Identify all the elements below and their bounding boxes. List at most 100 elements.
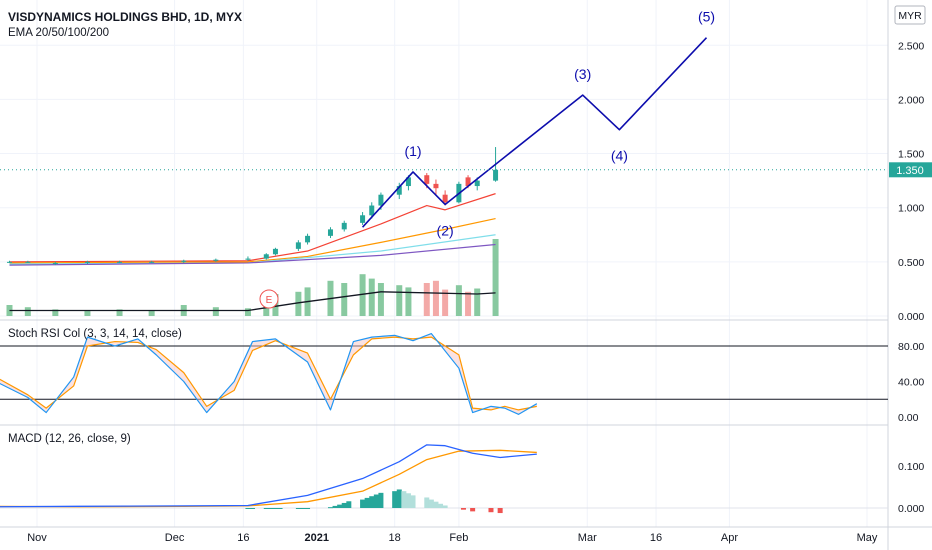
volume-bar [423, 283, 430, 316]
wave-label: (2) [437, 222, 454, 238]
macd-histogram-bar [346, 501, 352, 508]
stoch-d-line [0, 336, 537, 411]
time-tick-label: 2021 [304, 532, 328, 544]
candle-body [181, 260, 187, 262]
macd-histogram-bar [488, 508, 494, 513]
last-price-badge [889, 162, 932, 178]
price-tick-label: 0.000 [898, 311, 924, 323]
time-axis[interactable]: Nov Dec 16 2021 18 Feb Mar 16 Apr May [27, 532, 878, 544]
stoch-legend[interactable]: Stoch RSI Col (3, 3, 14, 14, close) [8, 328, 182, 340]
macd-histogram-bar [272, 508, 278, 509]
candle-body [6, 261, 12, 263]
time-tick-label: Apr [721, 532, 738, 544]
ema-line-2 [9, 217, 496, 264]
earnings-marker-icon[interactable] [259, 289, 279, 309]
macd-histogram-bar [401, 491, 407, 508]
price-tick-label: 2.000 [898, 94, 924, 106]
candle-body [305, 235, 311, 243]
time-tick-label: Mar [578, 532, 597, 544]
symbol-title[interactable]: VISDYNAMICS HOLDINGS BHD, 1D, MYX [8, 10, 242, 24]
price-tick-label: 1.000 [898, 203, 924, 215]
volume-bar [405, 287, 412, 316]
candle-body [52, 262, 58, 265]
macd-histogram-bar [470, 508, 476, 512]
volume-ma-line [9, 291, 496, 312]
volume-bar [432, 280, 439, 316]
time-tick-label: 16 [650, 532, 662, 544]
wave-label: (1) [404, 143, 421, 159]
macd-histogram-bar [300, 508, 306, 509]
candle-body [493, 169, 499, 181]
macd-histogram-bar [428, 499, 434, 508]
macd-histogram-bar [245, 508, 251, 509]
macd-histogram-bar [341, 502, 347, 508]
macd-histogram-bar [460, 508, 466, 510]
macd-histogram-bar [268, 508, 274, 509]
volume-bar [148, 310, 155, 316]
volume-bar [492, 239, 499, 316]
candle-body [396, 186, 402, 195]
currency-label: MYR [898, 10, 922, 22]
volume-bar [341, 283, 348, 316]
volume-bar [116, 309, 123, 316]
candle-body [465, 177, 471, 187]
macd-histogram-bar [295, 508, 301, 509]
macd-histogram-bar [364, 497, 370, 508]
candle-body [272, 248, 278, 255]
volume-bar [24, 307, 31, 316]
stoch-tick-label: 40.00 [898, 377, 924, 389]
stoch-tick-label: 80.00 [898, 341, 924, 353]
ema-line-4 [9, 243, 496, 266]
macd-histogram-bar [305, 508, 311, 509]
volume-ma-line [9, 291, 496, 312]
macd-histogram-bar [327, 507, 333, 509]
candle-body [378, 194, 384, 206]
macd-histogram-bar [433, 501, 439, 508]
macd-histogram-bar [369, 496, 375, 508]
currency-button[interactable] [894, 5, 926, 25]
time-tick-label: May [857, 532, 878, 544]
volume-bar [84, 310, 91, 316]
candlesticks [6, 147, 499, 266]
candle-body [117, 261, 123, 263]
stoch-tick-label: 0.00 [898, 412, 919, 424]
candle-body [405, 177, 411, 187]
volume-bar [52, 309, 59, 316]
time-tick-label: Nov [27, 532, 47, 544]
wave-label: (5) [698, 9, 715, 25]
candle-body [474, 180, 480, 187]
candle-body [424, 175, 430, 184]
last-price-label: 1.350 [896, 165, 924, 177]
elliott-wave-line [361, 37, 708, 228]
volume-bar [455, 285, 462, 316]
macd-histogram-bar [438, 503, 444, 508]
candle-body [327, 229, 333, 236]
volume-bar [442, 289, 449, 316]
time-tick-label: Feb [449, 532, 468, 544]
wave-label: (4) [611, 148, 628, 164]
volume-bar [359, 274, 366, 316]
macd-histogram-bar [392, 491, 398, 508]
macd-histogram-bar [337, 504, 343, 508]
volume-bar [212, 307, 219, 316]
macd-histogram-bar [497, 508, 503, 514]
macd-legend[interactable]: MACD (12, 26, close, 9) [8, 433, 131, 445]
macd-histogram-bar [360, 499, 366, 508]
candle-body [433, 183, 439, 189]
macd-histogram-bar [405, 493, 411, 508]
time-tick-label: Dec [165, 532, 185, 544]
macd-histogram-bar [332, 505, 338, 508]
wave-label: (3) [574, 66, 591, 82]
candle-body [213, 259, 219, 261]
price-axis[interactable]: 2.500 2.000 1.500 1.000 0.500 0.000 80.00 40.00… [898, 40, 924, 515]
elliott-wave[interactable]: (1) (2) (3) (4) (5) [361, 9, 715, 239]
candle-body [25, 261, 31, 263]
price-tick-label: 1.500 [898, 149, 924, 161]
candle-body [360, 215, 366, 223]
macd-histogram-bar [373, 494, 379, 508]
ema-legend[interactable]: EMA 20/50/100/200 [8, 27, 109, 39]
earnings-marker-label: E [266, 295, 273, 306]
macd-histogram-bar [277, 508, 283, 509]
